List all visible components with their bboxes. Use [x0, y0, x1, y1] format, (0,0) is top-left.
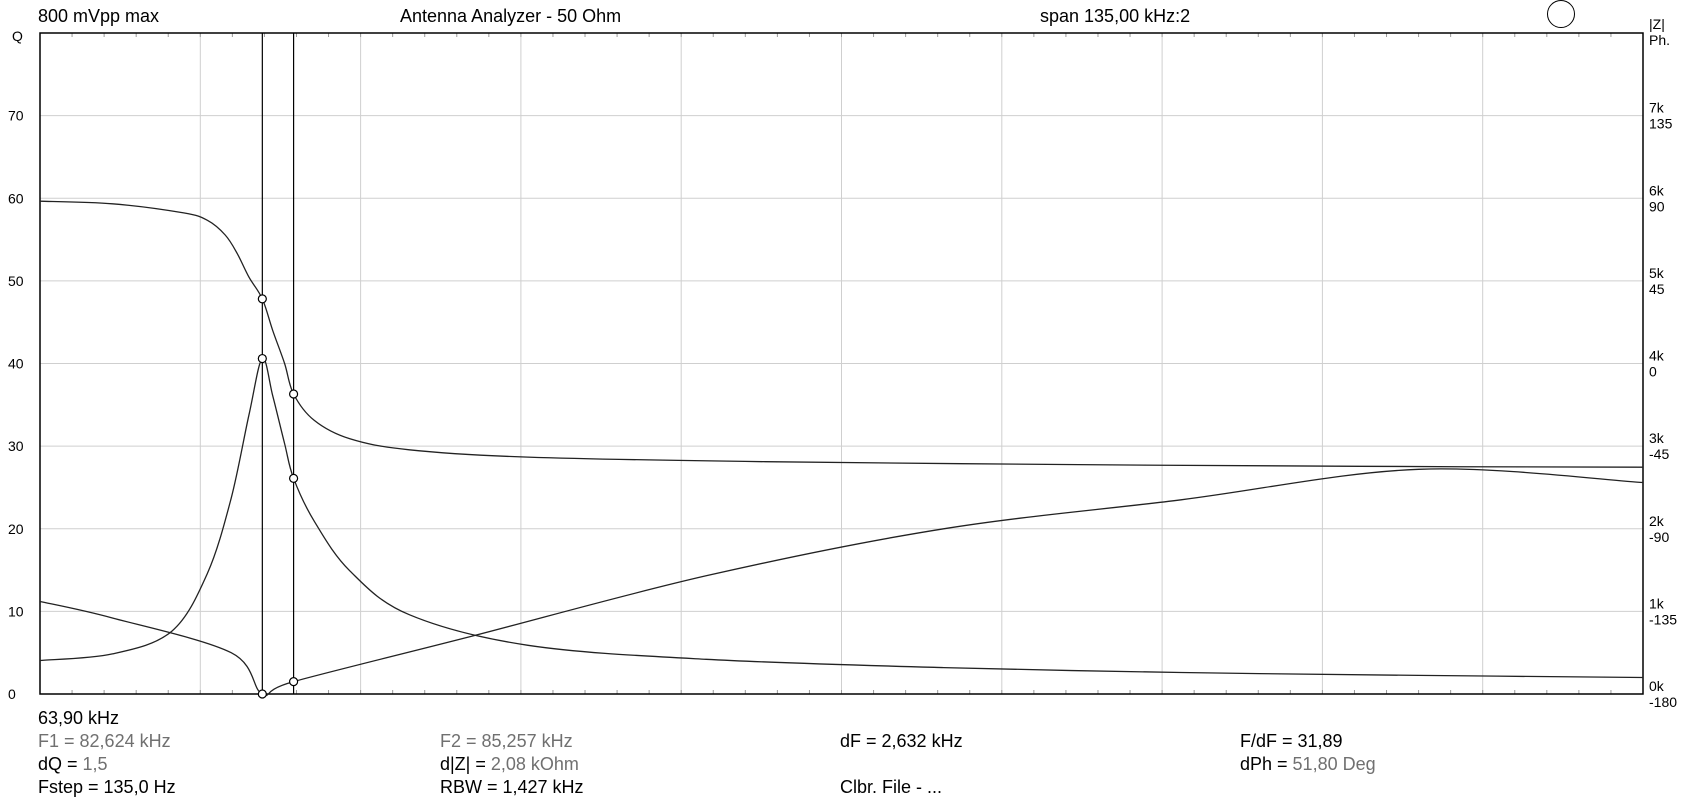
phase-tick-label: 135	[1649, 116, 1673, 132]
right-axis-title-ph: Ph.	[1649, 32, 1670, 48]
left-tick-label: 0	[8, 686, 16, 702]
header-span: span 135,00 kHz:2	[1040, 6, 1191, 26]
series-layer	[39, 200, 1644, 697]
run-indicator-button[interactable]	[1547, 0, 1575, 28]
dq-label: dQ =	[38, 754, 83, 774]
impedance-chart: Q 0 10 20 30 40 50 60 70 |Z|Ph. 0k 1k 2k 3k 4k 5k 6k 7k -1…	[8, 16, 1677, 710]
left-tick-label: 10	[8, 603, 24, 619]
marker-point-z-1	[257, 353, 267, 364]
f1-readout: F1 = 82,624 kHz	[38, 731, 171, 752]
z-tick-label: 7k	[1649, 100, 1665, 116]
left-tick-label: 50	[8, 273, 24, 289]
dz-readout: d|Z| = 2,08 kOhm	[440, 754, 579, 775]
rbw-readout: RBW = 1,427 kHz	[440, 777, 584, 798]
left-axis-title: Q	[12, 28, 23, 44]
rbw-value: 1,427 kHz	[502, 777, 584, 797]
calibration-file-button[interactable]: Clbr. File - ...	[840, 777, 943, 797]
z-tick-label: 2k	[1649, 513, 1665, 529]
rbw-label: RBW =	[440, 777, 503, 797]
left-tick-label: 60	[8, 190, 24, 206]
dph-value: 51,80 Deg	[1292, 754, 1376, 774]
z-tick-label: 0k	[1649, 678, 1665, 694]
marker-layer	[257, 33, 299, 699]
right-axis-title-z: |Z|	[1649, 16, 1665, 32]
series-line-phase	[39, 200, 1644, 468]
marker-point-phase-2	[288, 389, 299, 399]
marker-point-phase-1	[257, 294, 267, 304]
axes-layer: Q 0 10 20 30 40 50 60 70 |Z|Ph. 0k 1k 2k 3k 4k 5k 6k 7k -1…	[8, 16, 1677, 710]
z-tick-label: 4k	[1649, 348, 1665, 364]
f2-readout: F2 = 85,257 kHz	[440, 731, 573, 752]
f2-value: 85,257 kHz	[481, 731, 573, 751]
header-title: Antenna Analyzer - 50 Ohm	[400, 6, 622, 26]
series-line-z	[39, 357, 1644, 679]
z-tick-label: 6k	[1649, 182, 1665, 198]
z-tick-label: 5k	[1649, 265, 1665, 281]
phase-tick-label: -45	[1649, 446, 1669, 462]
dz-value: 2,08 kOhm	[490, 754, 579, 774]
phase-tick-label: 0	[1649, 364, 1657, 380]
phase-tick-label: 45	[1649, 281, 1665, 297]
chart-grid	[40, 33, 1643, 694]
header-amplitude: 800 mVpp max	[38, 6, 160, 26]
phase-tick-label: -135	[1649, 611, 1677, 627]
dph-label: dPh =	[1240, 754, 1293, 774]
fstep-value: 135,0 Hz	[103, 777, 176, 797]
left-tick-label: 70	[8, 108, 24, 124]
series-line-q	[39, 468, 1644, 697]
f2-label: F2 =	[440, 731, 482, 751]
z-tick-label: 1k	[1649, 595, 1665, 611]
marker-point-q-1	[257, 689, 267, 699]
dz-label: d|Z| =	[440, 754, 491, 774]
f1-value: 82,624 kHz	[79, 731, 171, 751]
phase-tick-label: -90	[1649, 529, 1669, 545]
z-tick-label: 3k	[1649, 430, 1665, 446]
df-readout: dF = 2,632 kHz	[840, 731, 963, 751]
fstep-readout: Fstep = 135,0 Hz	[38, 777, 176, 798]
left-tick-label: 30	[8, 438, 24, 454]
dq-readout: dQ = 1,5	[38, 754, 108, 775]
left-tick-label: 40	[8, 356, 24, 372]
marker-point-z-2	[288, 473, 299, 483]
dq-value: 1,5	[82, 754, 108, 774]
left-tick-label: 20	[8, 521, 24, 537]
fdf-readout: F/dF = 31,89	[1240, 731, 1343, 751]
fstep-label: Fstep =	[38, 777, 104, 797]
marker-point-q-2	[288, 677, 299, 687]
phase-tick-label: -180	[1649, 694, 1677, 710]
f1-label: F1 =	[38, 731, 80, 751]
phase-tick-label: 90	[1649, 198, 1665, 214]
start-frequency: 63,90 kHz	[38, 708, 120, 728]
plot-frame	[39, 32, 1644, 695]
dph-readout: dPh = 51,80 Deg	[1240, 754, 1376, 775]
